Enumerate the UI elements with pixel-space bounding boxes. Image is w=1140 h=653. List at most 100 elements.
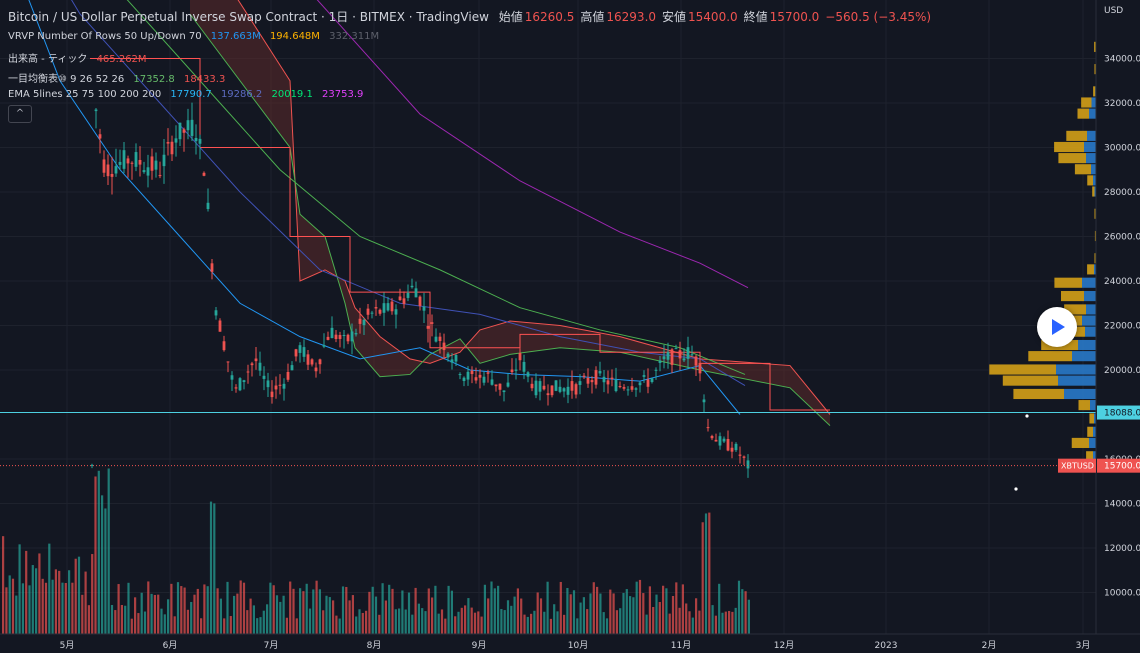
volume-bar [668,613,671,634]
candle-body [414,288,418,298]
candle-body [290,365,294,371]
volume-label: 出来高 - ティック [8,54,88,65]
candle-body [302,347,306,357]
volume-bar [173,616,176,634]
volume-bar [530,613,533,634]
volume-bar [11,578,15,634]
candle-body [174,138,178,143]
volume-bar [8,575,11,634]
candle-body [162,154,166,167]
volume-bar [417,603,420,634]
volume-bar [292,588,295,634]
price-tick-label: 24000.0 [1104,277,1140,287]
volume-bar [695,598,698,634]
candle-body [598,371,602,374]
volume-bar [549,618,552,634]
candle-body [254,358,258,362]
vrvp-up-bar [1085,326,1096,337]
candle-body [394,309,398,315]
volume-bar [431,597,434,634]
vrvp-down-bar [1013,388,1064,400]
candle-body [142,170,146,173]
volume-bar [559,581,562,634]
volume-bar [371,586,374,634]
candle-body [490,379,494,385]
volume-legend[interactable]: 出来高 - ティック 465.262M [8,50,153,65]
candle-body [146,167,150,176]
vrvp-up-bar [1093,175,1096,186]
volume-bar [186,609,189,634]
price-tick-label: 10000.0 [1104,589,1140,599]
volume-bar [213,503,216,634]
play-icon[interactable] [1037,307,1077,347]
vrvp-down-bar [1074,164,1091,175]
volume-bar [233,595,236,634]
vrvp-down-bar [1094,253,1096,264]
price-tick-label: 20000.0 [1104,366,1140,376]
volume-bar [38,553,41,634]
volume-bar [279,601,282,634]
price-tick-label: 12000.0 [1104,544,1140,554]
volume-bar [615,610,618,634]
candle-body [730,447,734,452]
candle-body [198,138,202,144]
candle-body [182,129,186,133]
volume-bar [566,588,569,634]
volume-bar [605,618,609,634]
vrvp-down-bar [1087,175,1093,186]
volume-bar [724,611,727,634]
candle-body [322,345,326,347]
vrvp-up-bar [1093,451,1096,462]
time-tick-label: 9月 [472,640,487,651]
candle-body [282,383,286,389]
vrvp-legend[interactable]: VRVP Number Of Rows 50 Up/Down 70 137.66… [8,31,385,42]
candle-body [634,388,638,390]
candle-body [542,385,546,390]
price-tick-label: 14000.0 [1104,500,1140,510]
volume-group [2,468,750,634]
candle-body [654,369,658,371]
volume-bar [493,588,496,634]
volume-bar [137,613,140,634]
symbol-header: Bitcoin / US Dollar Perpetual Inverse Sw… [8,8,943,25]
volume-bar [658,602,661,634]
volume-bar [721,612,724,634]
volume-bar [520,598,523,634]
vrvp-down-bar [1092,186,1095,197]
volume-bar [272,585,275,634]
ema-legend[interactable]: EMA 5lines 25 75 100 200 200 17790.7 192… [8,89,369,100]
volume-bar [305,583,308,634]
volume-bar [2,536,5,634]
collapse-legend-button[interactable]: ^ [8,105,32,123]
volume-bar [206,586,209,634]
vrvp-label: VRVP Number Of Rows 50 Up/Down 70 [8,31,202,42]
candle-body [122,150,126,169]
price-tick-label: 30000.0 [1104,144,1140,154]
volume-bar [718,583,721,634]
ichimoku-legend[interactable]: 一目均衡表⑩ 9 26 52 26 17352.8 18433.3 [8,70,231,85]
candle-body [110,173,114,177]
candle-body [102,159,106,173]
candle-body [114,166,118,174]
volume-bar [477,611,480,634]
volume-bar [592,582,595,634]
volume-bar [421,608,424,634]
price-axis-unit: USD [1104,6,1123,16]
candle-body [370,312,374,314]
candle-body [374,307,378,309]
ohlc-label: 終値 [743,10,768,24]
candle-body [214,310,218,316]
volume-bar [450,590,453,634]
volume-bar [25,550,28,634]
volume-bar [48,543,51,634]
volume-bar [236,593,239,634]
volume-bar [335,615,338,634]
volume-bar [338,618,341,634]
vrvp-up-bar [1089,108,1096,119]
volume-bar [731,611,734,634]
time-axis-bg [0,634,1140,653]
ema75-value: 19286.2 [220,89,263,100]
candle-body [698,362,702,374]
